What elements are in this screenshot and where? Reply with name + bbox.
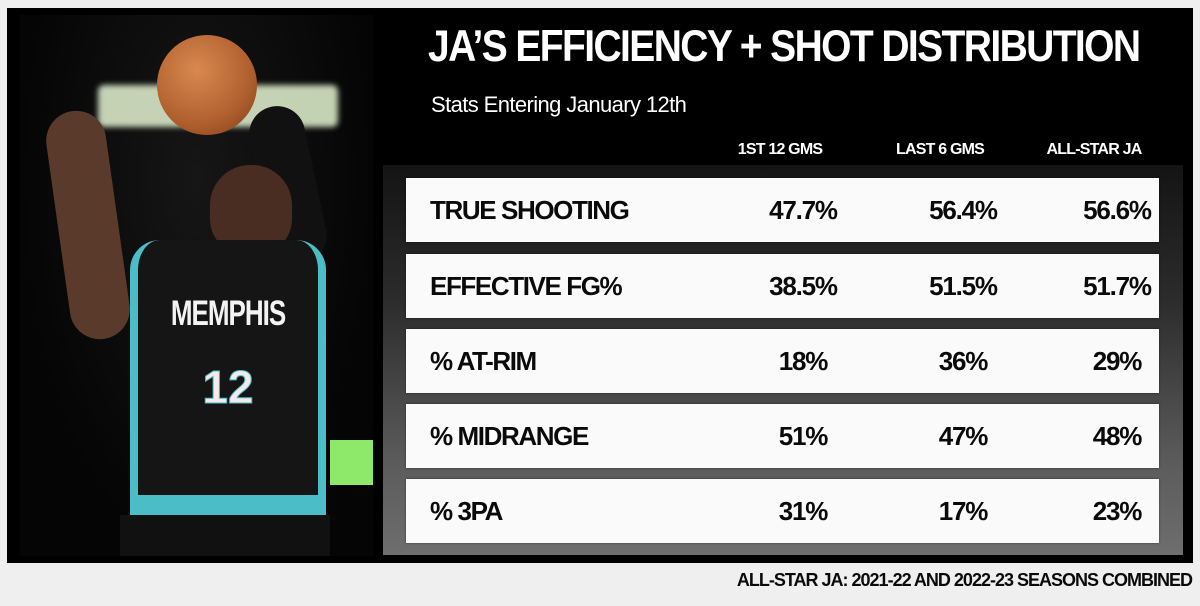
cell-first-12-games: 18%: [778, 346, 829, 376]
cell-last-6-games: 36%: [938, 346, 989, 376]
player-jersey: MEMPHIS 12: [130, 240, 326, 520]
player-photo: MEMPHIS 12: [20, 15, 373, 556]
graphic-panel: MEMPHIS 12 JA’S EFFICIENCY + SHOT DISTRI…: [7, 8, 1193, 563]
page-subtitle: Stats Entering January 12th: [431, 92, 687, 117]
column-header-first-12-games: 1ST 12 GMS: [737, 141, 823, 158]
row-label: % 3PA: [430, 496, 503, 526]
table-row-midrange: % MIDRANGE 51% 47% 48%: [406, 404, 1159, 468]
jersey-number: 12: [202, 361, 254, 414]
cell-first-12-games: 51%: [778, 421, 829, 451]
cell-first-12-games: 38.5%: [769, 271, 838, 301]
cell-first-12-games: 47.7%: [769, 195, 838, 225]
table-row-at-rim: % AT-RIM 18% 36% 29%: [406, 329, 1159, 393]
cell-all-star-ja: 48%: [1092, 421, 1143, 451]
shorts-waistband: [130, 495, 326, 515]
table-row-3pa: % 3PA 31% 17% 23%: [406, 479, 1159, 543]
table-row-effective-fg: EFFECTIVE FG% 38.5% 51.5% 51.7%: [406, 254, 1159, 318]
cell-all-star-ja: 29%: [1092, 346, 1143, 376]
basketball-icon: [157, 35, 257, 135]
column-header-all-star-ja: ALL-STAR JA: [1046, 141, 1143, 158]
column-header-last-6-games: LAST 6 GMS: [895, 141, 985, 158]
cell-first-12-games: 31%: [778, 496, 829, 526]
row-label: % MIDRANGE: [430, 421, 589, 451]
cell-last-6-games: 17%: [938, 496, 989, 526]
cell-all-star-ja: 56.6%: [1083, 195, 1152, 225]
player-arm-left: [42, 106, 134, 344]
cell-all-star-ja: 23%: [1092, 496, 1143, 526]
cell-last-6-games: 56.4%: [929, 195, 998, 225]
stats-table: TRUE SHOOTING 47.7% 56.4% 56.6% EFFECTIV…: [383, 165, 1183, 555]
page-title: JA’S EFFICIENCY + SHOT DISTRIBUTION: [428, 22, 1141, 72]
row-label: TRUE SHOOTING: [430, 195, 630, 225]
player-shorts: [120, 515, 330, 556]
row-label: EFFECTIVE FG%: [430, 271, 623, 301]
row-label: % AT-RIM: [430, 346, 537, 376]
cell-last-6-games: 47%: [938, 421, 989, 451]
jersey-name: MEMPHIS: [170, 292, 286, 334]
table-row-true-shooting: TRUE SHOOTING 47.7% 56.4% 56.6%: [406, 178, 1159, 242]
cell-last-6-games: 51.5%: [929, 271, 998, 301]
arena-sign: [330, 440, 373, 485]
footnote: ALL-STAR JA: 2021-22 AND 2022-23 SEASONS…: [736, 570, 1193, 590]
cell-all-star-ja: 51.7%: [1083, 271, 1152, 301]
